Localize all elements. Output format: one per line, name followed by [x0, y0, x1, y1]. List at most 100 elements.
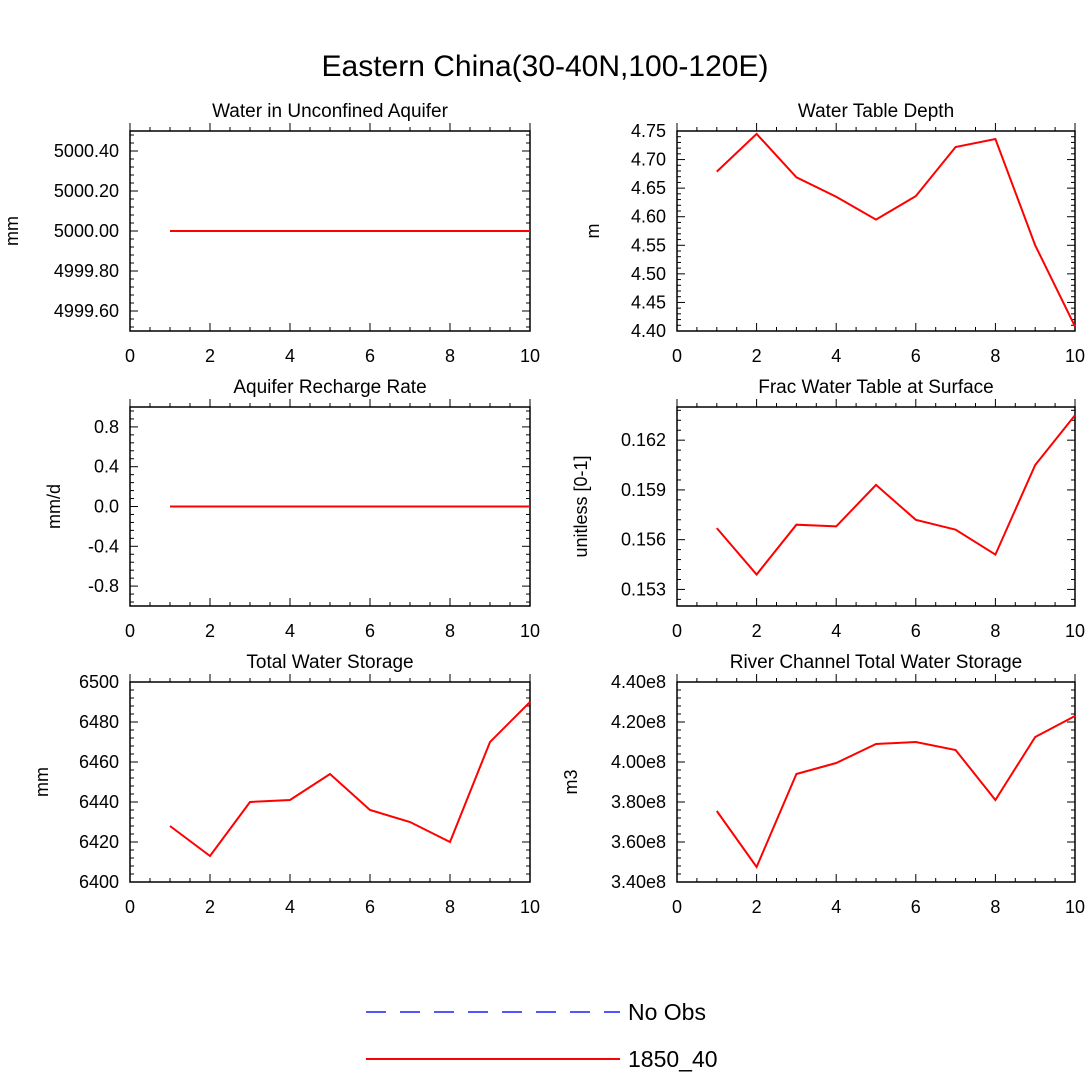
x-tick-label: 0: [672, 897, 682, 917]
y-tick-label: 0.153: [621, 579, 666, 599]
panel-title: Total Water Storage: [246, 652, 413, 673]
x-tick-label: 2: [752, 621, 762, 641]
x-tick-label: 8: [990, 621, 1000, 641]
y-tick-label: 4.40e8: [611, 672, 666, 692]
x-tick-label: 10: [1065, 897, 1085, 917]
legend: No Obs 1850_40: [366, 999, 718, 1072]
panel-title: Aquifer Recharge Rate: [233, 377, 426, 398]
y-tick-label: 4.20e8: [611, 712, 666, 732]
y-tick-label: 4999.60: [54, 301, 119, 321]
y-tick-label: 4.60: [631, 207, 666, 227]
x-tick-label: 2: [205, 897, 215, 917]
y-axis-label: mm: [2, 216, 22, 246]
x-tick-label: 0: [125, 621, 135, 641]
y-tick-label: 4999.80: [54, 261, 119, 281]
x-tick-label: 10: [520, 897, 540, 917]
x-tick-label: 6: [911, 621, 921, 641]
x-tick-label: 8: [990, 897, 1000, 917]
plot-frame: [676, 130, 1076, 332]
y-tick-label: 4.55: [631, 235, 666, 255]
y-tick-label: 4.75: [631, 121, 666, 141]
x-tick-label: 6: [911, 897, 921, 917]
x-tick-label: 10: [1065, 346, 1085, 366]
y-tick-label: 3.60e8: [611, 832, 666, 852]
y-tick-label: 3.40e8: [611, 872, 666, 892]
legend-label: No Obs: [628, 999, 706, 1025]
x-tick-label: 0: [125, 346, 135, 366]
y-axis-label: unitless [0-1]: [571, 455, 591, 557]
y-tick-label: 6400: [79, 872, 119, 892]
panel-title: Water in Unconfined Aquifer: [212, 101, 449, 122]
series-line-1850_40: [716, 414, 1076, 577]
x-tick-label: 2: [205, 346, 215, 366]
x-tick-label: 2: [205, 621, 215, 641]
y-tick-label: 0.159: [621, 480, 666, 500]
panel-1: Water in Unconfined Aquifer 0 2 4 6 8 10 4999.6…: [2, 101, 540, 366]
panel-6: River Channel Total Water Storage 0 2 4 6 8 10…: [561, 652, 1085, 917]
y-tick-label: 6440: [79, 792, 119, 812]
y-tick-label: 4.70: [631, 150, 666, 170]
panel-2: Water Table Depth 0 2 4 6 8 10 4.40 4.45 4.50 4.55…: [583, 101, 1085, 366]
x-tick-label: 10: [520, 621, 540, 641]
y-tick-label: 4.40: [631, 321, 666, 341]
panel-title: Frac Water Table at Surface: [758, 377, 994, 398]
panel-title: River Channel Total Water Storage: [730, 652, 1023, 673]
x-tick-label: 4: [285, 346, 295, 366]
x-tick-label: 10: [1065, 621, 1085, 641]
plot-frame: [676, 681, 1076, 883]
y-axis-label: mm: [32, 767, 52, 797]
y-tick-label: 4.65: [631, 178, 666, 198]
x-tick-label: 0: [672, 346, 682, 366]
panel-4: Frac Water Table at Surface 0 2 4 6 8 10 0.153 0…: [571, 377, 1085, 641]
y-tick-label: 6420: [79, 832, 119, 852]
x-tick-label: 6: [365, 897, 375, 917]
y-tick-label: 0.156: [621, 530, 666, 550]
y-tick-label: 6500: [79, 672, 119, 692]
y-axis-label: mm/d: [44, 484, 64, 529]
x-tick-label: 8: [990, 346, 1000, 366]
y-tick-label: 0.8: [94, 417, 119, 437]
x-tick-label: 2: [752, 346, 762, 366]
x-tick-label: 8: [445, 621, 455, 641]
series-line-1850_40: [169, 701, 531, 858]
y-tick-label: 6460: [79, 752, 119, 772]
legend-label: 1850_40: [628, 1046, 718, 1072]
panel-3: Aquifer Recharge Rate 0 2 4 6 8 10 -0.8 -0.4 0.0 0…: [44, 377, 540, 641]
x-tick-label: 8: [445, 897, 455, 917]
x-tick-label: 4: [831, 346, 841, 366]
x-tick-label: 4: [285, 621, 295, 641]
plot-frame: [676, 406, 1076, 607]
y-axis-label: m3: [561, 769, 581, 794]
x-tick-label: 0: [672, 621, 682, 641]
x-tick-label: 2: [752, 897, 762, 917]
x-tick-label: 4: [831, 621, 841, 641]
y-tick-label: 0.162: [621, 430, 666, 450]
y-tick-label: 5000.20: [54, 181, 119, 201]
y-tick-label: 0.4: [94, 457, 119, 477]
panel-title: Water Table Depth: [798, 101, 954, 122]
x-tick-label: 6: [365, 621, 375, 641]
y-tick-label: 3.80e8: [611, 792, 666, 812]
x-tick-label: 6: [365, 346, 375, 366]
y-tick-label: 4.50: [631, 264, 666, 284]
y-tick-label: -0.8: [88, 576, 119, 596]
y-tick-label: 4.45: [631, 292, 666, 312]
x-tick-label: 6: [911, 346, 921, 366]
y-tick-label: 5000.40: [54, 141, 119, 161]
series-line-1850_40: [716, 132, 1076, 327]
panel-5: Total Water Storage 0 2 4 6 8 10 6400 6420 6440 64…: [32, 652, 540, 917]
y-tick-label: 6480: [79, 712, 119, 732]
y-tick-label: 4.00e8: [611, 752, 666, 772]
y-axis-label: m: [583, 224, 603, 239]
x-tick-label: 8: [445, 346, 455, 366]
x-tick-label: 4: [831, 897, 841, 917]
y-tick-label: 5000.00: [54, 221, 119, 241]
x-tick-label: 0: [125, 897, 135, 917]
y-tick-label: 0.0: [94, 497, 119, 517]
plot-frame: [129, 681, 531, 883]
y-tick-label: -0.4: [88, 536, 119, 556]
series-line-1850_40: [715, 715, 1076, 870]
x-tick-label: 4: [285, 897, 295, 917]
